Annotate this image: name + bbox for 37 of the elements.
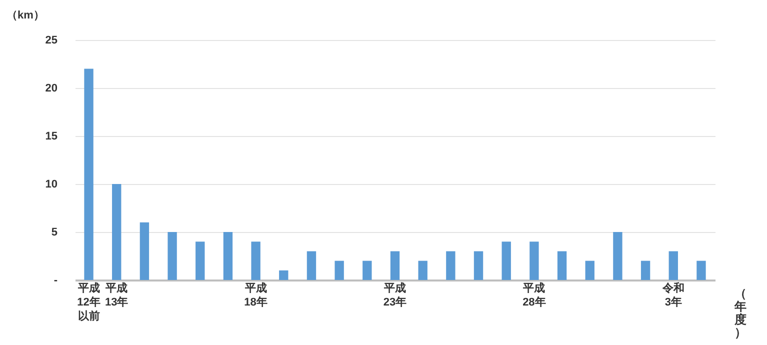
x-tick-label: 平成18年 <box>244 282 268 308</box>
x-tick-label: 平成23年 <box>383 282 407 308</box>
x-tick-label: 令和3年 <box>661 282 684 308</box>
bar <box>474 251 484 280</box>
bar <box>251 242 260 280</box>
bar <box>390 251 400 280</box>
bar <box>84 68 94 280</box>
bar <box>530 242 539 280</box>
y-axis-title: （km） <box>6 10 44 22</box>
bar <box>502 242 511 280</box>
bar <box>585 260 594 280</box>
y-tick-label: 15 <box>45 130 58 142</box>
bar <box>196 242 205 280</box>
x-axis-title: （年度） <box>734 286 746 340</box>
bar <box>362 260 372 280</box>
bar <box>306 251 316 280</box>
bar <box>140 222 150 280</box>
bar <box>668 251 678 280</box>
bar <box>112 184 122 280</box>
y-tick-label: - <box>54 274 58 286</box>
x-tick-label: 平成28年 <box>522 282 546 308</box>
x-tick-label: 平成12年以前 <box>76 282 100 322</box>
bar <box>696 260 706 280</box>
bar <box>640 260 650 280</box>
bar <box>613 232 622 280</box>
bar <box>334 260 344 280</box>
y-tick-label: 25 <box>45 34 58 46</box>
bar <box>279 270 288 280</box>
bar <box>168 232 177 280</box>
bar <box>557 251 567 280</box>
y-tick-label: 10 <box>45 178 58 190</box>
bar <box>418 260 428 280</box>
bar <box>446 251 456 280</box>
y-tick-label: 20 <box>45 82 58 94</box>
x-tick-label: 平成13年 <box>104 282 128 308</box>
y-tick-label: 5 <box>51 226 58 238</box>
bar <box>223 232 233 280</box>
